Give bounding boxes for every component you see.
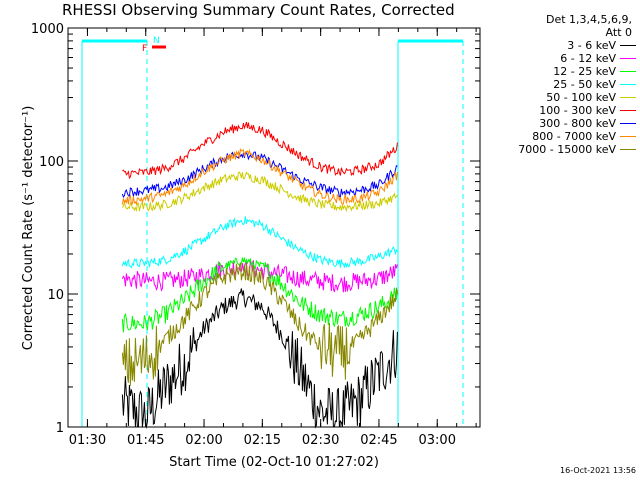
footer-timestamp: 16-Oct-2021 13:56: [560, 466, 636, 475]
series-line-4: [121, 171, 398, 213]
plot-frame: [67, 27, 481, 428]
legend-label-7: 800 - 7000 keV: [532, 130, 616, 143]
legend-item-0: 3 - 6 keV: [482, 39, 636, 52]
legend-header-detectors: Det 1,3,4,5,6,9,: [545, 13, 632, 26]
series-layer: [121, 121, 398, 429]
axis-layer: 01:30 01:45 02:00 02:15 02:30 02:45 03:00 1 10 10…: [31, 22, 480, 448]
legend-item-4: 50 - 100 keV: [482, 91, 636, 104]
series-line-5: [122, 121, 398, 180]
legend-item-3: 25 - 50 keV: [482, 78, 636, 91]
x-tick-label-4: 02:30: [302, 433, 339, 448]
series-line-2: [121, 256, 398, 333]
legend-label-5: 100 - 300 keV: [539, 104, 616, 117]
x-axis-label: Start Time (02-Oct-10 01:27:02): [169, 455, 379, 470]
x-tick-label-0: 01:30: [69, 433, 106, 448]
y-tick-label-1: 10: [47, 288, 64, 303]
flag-f-label: F: [142, 44, 147, 54]
series-line-0: [121, 288, 398, 429]
legend-swatch-4: [620, 97, 636, 98]
series-line-7: [121, 147, 398, 206]
legend-item-1: 6 - 12 keV: [482, 52, 636, 65]
y-tick-label-3: 1000: [31, 22, 64, 37]
legend-label-6: 300 - 800 keV: [539, 117, 616, 130]
legend-label-4: 50 - 100 keV: [546, 91, 616, 104]
x-tick-label-1: 01:45: [127, 433, 164, 448]
flag-n-label: N: [153, 36, 160, 46]
x-tick-label-5: 02:45: [360, 433, 397, 448]
y-tick-label-0: 1: [56, 421, 64, 436]
y-axis-label: Corrected Count Rate (s⁻¹ detector⁻¹): [21, 106, 36, 351]
chart-title: RHESSI Observing Summary Count Rates, Co…: [62, 1, 455, 19]
legend-item-7: 800 - 7000 keV: [482, 130, 636, 143]
series-line-8: [121, 262, 398, 386]
series-line-3: [121, 216, 398, 269]
legend-swatch-1: [620, 58, 636, 59]
x-tick-label-3: 02:15: [244, 433, 281, 448]
legend-swatch-3: [620, 84, 636, 85]
legend-label-3: 25 - 50 keV: [553, 78, 616, 91]
legend: Det 1,3,4,5,6,9, Att 0 3 - 6 keV 6 - 12 k…: [482, 13, 636, 156]
annotation-layer: FN: [81, 36, 464, 427]
legend-label-8: 7000 - 15000 keV: [518, 143, 616, 156]
legend-label-1: 6 - 12 keV: [560, 52, 616, 65]
legend-header-attenuator: Att 0: [605, 26, 632, 39]
legend-swatch-2: [620, 71, 636, 72]
legend-item-5: 100 - 300 keV: [482, 104, 636, 117]
legend-swatch-5: [620, 110, 636, 111]
series-line-1: [121, 260, 398, 293]
x-tick-label-6: 03:00: [419, 433, 456, 448]
legend-item-2: 12 - 25 keV: [482, 65, 636, 78]
legend-swatch-7: [620, 136, 636, 137]
legend-swatch-8: [620, 149, 636, 150]
legend-item-8: 7000 - 15000 keV: [482, 143, 636, 156]
legend-label-0: 3 - 6 keV: [567, 39, 616, 52]
y-tick-label-2: 100: [39, 155, 64, 170]
legend-label-2: 12 - 25 keV: [553, 65, 616, 78]
legend-item-6: 300 - 800 keV: [482, 117, 636, 130]
legend-swatch-6: [620, 123, 636, 124]
x-tick-label-2: 02:00: [185, 433, 222, 448]
legend-swatch-0: [620, 45, 636, 46]
